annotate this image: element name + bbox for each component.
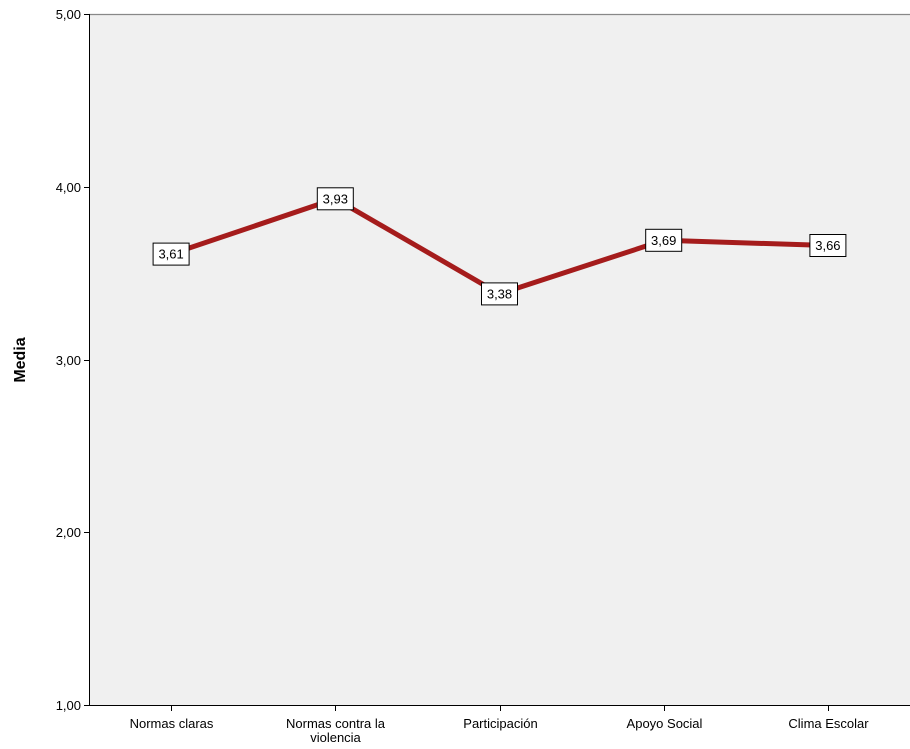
y-tick-label: 4,00 bbox=[56, 180, 81, 195]
data-label-box bbox=[152, 242, 190, 266]
y-tick-label: 5,00 bbox=[56, 7, 81, 22]
data-label: 3,61 bbox=[152, 242, 190, 266]
data-label: 3,69 bbox=[645, 228, 683, 252]
y-tick-label: 1,00 bbox=[56, 698, 81, 713]
data-label-text: 3,66 bbox=[815, 238, 840, 253]
data-label-box bbox=[481, 282, 518, 306]
data-label: 3,66 bbox=[809, 234, 847, 257]
y-tick-label: 3,00 bbox=[56, 353, 81, 368]
data-label-box bbox=[316, 187, 354, 211]
plot-area bbox=[89, 13, 910, 705]
axes: 1,00 2,00 3,00 4,00 5,00 Normas claras Normas … bbox=[56, 7, 910, 745]
data-label: 3,93 bbox=[316, 187, 354, 211]
data-labels: 3,61 3,93 3,38 3,69 3,66 bbox=[152, 187, 847, 306]
y-tick-label: 2,00 bbox=[56, 525, 81, 540]
y-axis-title: Media bbox=[12, 337, 29, 382]
x-tick-label: Normas contra la violencia bbox=[286, 716, 386, 745]
data-label-text: 3,61 bbox=[158, 247, 183, 262]
x-tick-label: Normas claras bbox=[130, 716, 214, 731]
data-label-box bbox=[809, 234, 847, 257]
x-tick-label: Participación bbox=[463, 716, 537, 731]
x-tick-label: Clima Escolar bbox=[788, 716, 869, 731]
data-label-text: 3,93 bbox=[323, 191, 348, 206]
data-label-text: 3,69 bbox=[651, 233, 676, 248]
x-tick-label: Apoyo Social bbox=[627, 716, 703, 731]
data-label-box bbox=[645, 228, 683, 252]
data-label: 3,38 bbox=[481, 282, 518, 306]
data-label-text: 3,38 bbox=[487, 286, 512, 301]
plot-background bbox=[89, 14, 910, 705]
